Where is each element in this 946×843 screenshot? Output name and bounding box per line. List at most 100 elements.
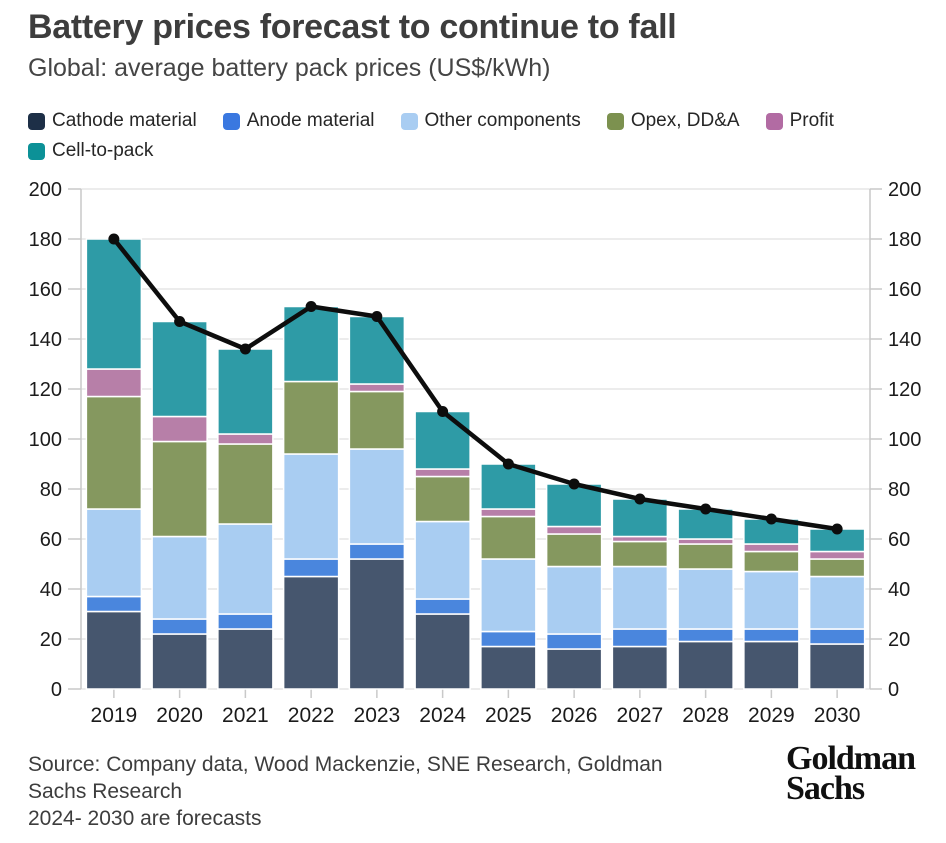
legend-swatch-icon xyxy=(606,112,624,130)
legend-item-5: Cell-to-pack xyxy=(28,140,153,162)
bar-stack-2026 xyxy=(545,483,603,690)
y-tick-label-right: 140 xyxy=(888,329,921,351)
bar-segment xyxy=(85,610,143,690)
y-tick-label-left: 200 xyxy=(29,179,62,201)
bar-segment xyxy=(282,453,340,560)
bar-segment xyxy=(808,558,866,578)
bar-segment xyxy=(480,515,537,560)
bar-stack-2022 xyxy=(282,305,340,690)
y-gridlines xyxy=(81,188,870,690)
bar-segment xyxy=(480,630,537,648)
y-tick-label-left: 0 xyxy=(51,679,62,701)
legend-label: Cell-to-pack xyxy=(52,140,154,161)
bar-segment xyxy=(677,568,734,630)
bar-segment xyxy=(414,598,471,615)
bar-segment xyxy=(545,525,603,535)
logo-line-2: Sachs xyxy=(786,770,865,807)
bar-segment xyxy=(545,533,603,568)
bar-segment xyxy=(217,443,274,525)
y-tick-label-right: 180 xyxy=(888,229,921,251)
y-tick-label-right: 160 xyxy=(888,279,921,301)
goldman-sachs-logo: Goldman Sachs xyxy=(786,742,916,807)
bar-segment xyxy=(743,640,800,690)
x-tick-label: 2019 xyxy=(91,704,138,727)
total-line-marker xyxy=(765,513,777,525)
y-tick-label-left: 160 xyxy=(29,279,62,301)
bar-segment xyxy=(217,433,274,445)
legend-swatch-icon xyxy=(28,112,45,130)
x-axis-labels: 2019 2020 2021 2022 2023 2024 2025 2026 2027 2028… xyxy=(91,704,861,727)
bar-segment xyxy=(611,645,669,690)
y-tick-label-right: 40 xyxy=(888,579,910,601)
x-tick-label: 2028 xyxy=(682,704,729,727)
y-tick-label-right: 200 xyxy=(888,179,921,201)
legend-item-3: Opex, DD&A xyxy=(606,110,740,132)
bar-segment xyxy=(85,238,143,370)
y-tick-label-left: 180 xyxy=(29,229,62,251)
y-tick-label-right: 80 xyxy=(888,479,910,501)
x-tick-label: 2023 xyxy=(354,704,401,727)
footer: Source: Company data, Wood Mackenzie, SN… xyxy=(28,751,676,832)
total-line-marker xyxy=(700,503,712,515)
total-line xyxy=(111,236,840,532)
bar-segment xyxy=(414,468,471,478)
bar-segment xyxy=(85,395,143,510)
y-tick-label-left: 80 xyxy=(40,479,62,501)
x-tick-label: 2024 xyxy=(419,704,466,727)
bar-stack-2030 xyxy=(808,528,866,690)
bar-stack-2024 xyxy=(414,410,471,690)
y-tick-label-right: 20 xyxy=(888,629,910,651)
bar-segment xyxy=(348,543,406,560)
axes xyxy=(68,188,882,698)
bar-segment xyxy=(282,380,340,455)
bar-segment xyxy=(808,628,866,645)
chart-subtitle: Global: average battery pack prices (US$… xyxy=(28,54,551,82)
legend-swatch-icon xyxy=(28,142,45,160)
bar-segment xyxy=(480,508,537,518)
bar-segment xyxy=(545,648,603,690)
y-tick-label-right: 0 xyxy=(888,679,899,701)
total-line-marker xyxy=(437,406,449,417)
bar-segment xyxy=(348,383,406,393)
total-line-marker xyxy=(174,316,186,327)
bar-segment xyxy=(414,410,471,470)
bars-group xyxy=(85,238,866,690)
bar-segment xyxy=(151,320,208,418)
bar-segment xyxy=(545,633,603,650)
bar-segment xyxy=(743,570,800,630)
y-tick-label-left: 140 xyxy=(29,329,62,351)
bar-segment xyxy=(743,550,800,573)
bar-segment xyxy=(217,613,274,630)
bar-segment xyxy=(808,550,866,560)
bar-segment xyxy=(677,640,734,690)
bar-segment xyxy=(611,628,669,648)
bar-segment xyxy=(151,440,208,538)
y-tick-label-left: 40 xyxy=(40,579,62,601)
bar-segment xyxy=(743,543,800,553)
bar-segment xyxy=(348,315,406,385)
bar-stack-2025 xyxy=(480,463,537,690)
y-tick-label-left: 60 xyxy=(40,529,62,551)
x-tick-label: 2027 xyxy=(617,704,664,727)
legend-item-0: Cathode material xyxy=(28,110,197,132)
bar-stack-2028 xyxy=(677,508,734,690)
y-axis-tick-labels: 0 0 20 20 40 40 60 60 80 80 100 100 120 120 140 140 160 1… xyxy=(29,179,922,701)
legend-label: Opex, DD&A xyxy=(630,110,740,131)
legend-swatch-icon xyxy=(765,112,783,130)
x-tick-label: 2030 xyxy=(814,704,861,727)
y-tick-label-left: 20 xyxy=(40,629,62,651)
bar-segment xyxy=(151,618,208,635)
bar-segment xyxy=(611,498,669,538)
legend-swatch-icon xyxy=(222,112,240,130)
bar-segment xyxy=(348,390,406,450)
x-tick-label: 2025 xyxy=(485,704,532,727)
chart-title: Battery prices forecast to continue to f… xyxy=(28,8,677,46)
bar-segment xyxy=(282,558,340,578)
legend-item-4: Profit xyxy=(765,110,834,132)
bar-segment xyxy=(743,628,800,643)
bar-segment xyxy=(85,595,143,613)
legend-label: Other components xyxy=(424,110,581,131)
total-line-marker xyxy=(831,523,843,535)
bar-segment xyxy=(545,565,603,635)
